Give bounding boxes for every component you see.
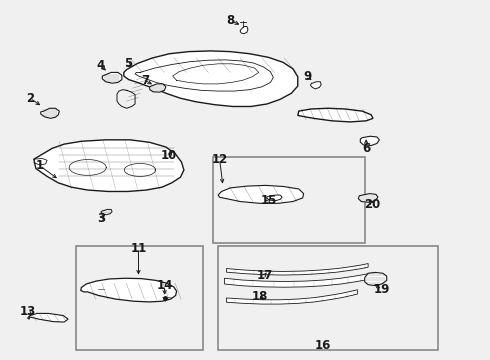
Polygon shape [218, 185, 304, 203]
Polygon shape [267, 195, 282, 201]
Text: 9: 9 [303, 69, 312, 82]
Text: 8: 8 [226, 14, 235, 27]
Polygon shape [224, 272, 376, 287]
Polygon shape [226, 264, 368, 275]
Polygon shape [34, 140, 184, 192]
Polygon shape [124, 51, 298, 107]
Polygon shape [358, 194, 378, 202]
Text: 14: 14 [156, 279, 172, 292]
Bar [76, 246, 203, 350]
Text: 15: 15 [260, 194, 277, 207]
Text: 3: 3 [97, 212, 105, 225]
Text: 10: 10 [161, 149, 177, 162]
Text: 19: 19 [373, 283, 390, 296]
Bar [213, 157, 365, 243]
Text: 18: 18 [251, 290, 268, 303]
Polygon shape [150, 84, 166, 92]
Polygon shape [41, 108, 59, 118]
Text: 4: 4 [97, 59, 105, 72]
Text: 6: 6 [362, 142, 370, 155]
Polygon shape [27, 314, 68, 322]
Text: 7: 7 [141, 74, 149, 87]
Polygon shape [365, 273, 387, 285]
Polygon shape [81, 278, 176, 302]
Text: 5: 5 [123, 57, 132, 70]
Text: 1: 1 [36, 159, 44, 172]
Polygon shape [102, 72, 122, 83]
Text: 17: 17 [256, 269, 272, 282]
Text: 13: 13 [20, 305, 36, 318]
Polygon shape [311, 82, 321, 89]
Text: 2: 2 [26, 92, 34, 105]
Polygon shape [101, 210, 112, 215]
Polygon shape [240, 27, 248, 34]
Bar [218, 246, 438, 350]
Text: 12: 12 [212, 153, 228, 166]
Polygon shape [298, 108, 373, 122]
Polygon shape [226, 290, 357, 304]
Text: 11: 11 [130, 242, 147, 255]
Text: 16: 16 [315, 339, 331, 352]
Text: 20: 20 [364, 198, 380, 211]
Polygon shape [360, 136, 379, 145]
